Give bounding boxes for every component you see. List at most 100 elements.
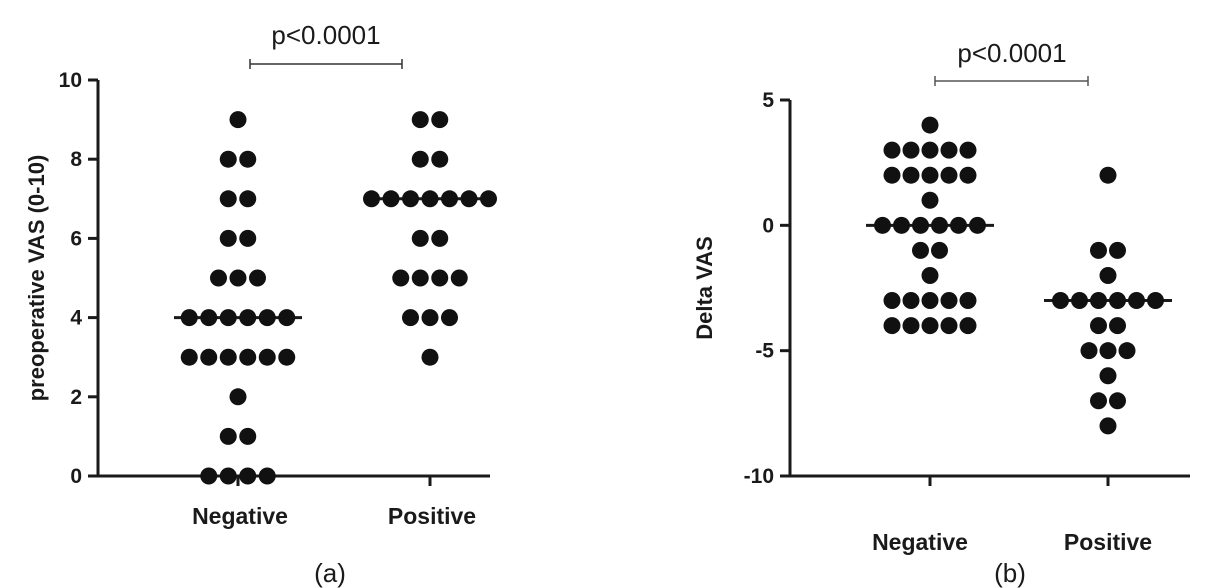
panel-b-point-negative xyxy=(931,216,948,234)
panel-a-y-tick-label: 4 xyxy=(70,307,82,330)
panel-a-y-axis-title: preoperative VAS (0-10) xyxy=(24,155,49,402)
panel-b-point-negative xyxy=(902,166,920,184)
panel-b-point-positive xyxy=(1090,241,1107,259)
panel-a-point-positive xyxy=(431,229,449,247)
panel-a-point-negative xyxy=(258,309,276,327)
panel-a-point-negative xyxy=(200,348,218,366)
panel-b-point-negative xyxy=(950,216,967,234)
panel-a-point-negative xyxy=(219,190,237,208)
panel-b-point-positive xyxy=(1071,292,1088,310)
panel-a-point-positive xyxy=(460,190,478,208)
panel-b-point-negative xyxy=(893,216,910,234)
panel-a-point-positive xyxy=(382,190,400,208)
panel-a-y-tick-label: 2 xyxy=(70,386,82,409)
panel-a-point-negative xyxy=(210,269,227,287)
panel-a-point-positive xyxy=(450,269,468,287)
panel-a-y-tick-label: 8 xyxy=(70,148,82,171)
panel-a-point-negative xyxy=(219,348,237,366)
panel-a-point-negative xyxy=(249,269,266,287)
panel-a-point-negative xyxy=(200,309,218,327)
panel-b-point-negative xyxy=(959,141,977,159)
panel-a-point-negative xyxy=(229,388,247,406)
panel-b-point-negative xyxy=(921,191,939,209)
panel-b-point-negative xyxy=(921,317,939,335)
panel-b-category-label-negative: Negative xyxy=(872,529,968,555)
panel-a-point-negative xyxy=(278,309,296,327)
panel-a-point-positive xyxy=(421,190,439,208)
panel-a-y-tick-label: 0 xyxy=(70,465,82,488)
panel-b-y-tick-label: 5 xyxy=(762,89,774,112)
panel-b-point-positive xyxy=(1109,292,1126,310)
panel-b-point-negative xyxy=(940,166,958,184)
panel-b-point-negative xyxy=(940,141,958,159)
panel-b-point-positive xyxy=(1090,317,1107,335)
panel-a-data-marks xyxy=(174,111,497,485)
panel-b-point-negative xyxy=(883,317,901,335)
panel-b-y-tick-label: -10 xyxy=(744,465,774,488)
panel-a-point-negative xyxy=(239,190,257,208)
panel-b-point-negative xyxy=(931,241,948,259)
panel-a-point-positive xyxy=(363,190,380,208)
panel-b-y-ticks: -10 -5 0 5 xyxy=(744,89,790,488)
panel-b-point-positive xyxy=(1109,241,1126,259)
panel-b-significance-label: p<0.0001 xyxy=(957,38,1066,68)
panel-a-point-positive xyxy=(411,229,429,247)
panel-a-point-positive xyxy=(421,348,439,366)
panel-b-point-negative xyxy=(883,141,901,159)
panel-a-point-negative xyxy=(239,348,257,366)
panel-a-point-negative xyxy=(219,427,237,445)
panel-b-point-positive xyxy=(1099,266,1117,284)
panel-a-point-positive xyxy=(441,190,458,208)
panel-b-point-positive xyxy=(1090,292,1107,310)
panel-a-y-ticks: 0 2 4 6 8 10 xyxy=(59,69,98,488)
panel-a-category-label-negative: Negative xyxy=(192,503,288,529)
panel-a-point-negative xyxy=(258,467,276,485)
panel-b-point-positive xyxy=(1118,342,1136,360)
panel-b-y-axis-title: Delta VAS xyxy=(692,236,717,340)
panel-b-point-negative xyxy=(969,216,986,234)
panel-b-label: (b) xyxy=(994,558,1026,588)
panel-b-point-negative xyxy=(959,166,977,184)
panel-a-point-negative xyxy=(278,348,296,366)
panel-b-point-negative xyxy=(959,317,977,335)
panel-a-category-label-positive: Positive xyxy=(388,503,476,529)
panel-b-point-positive xyxy=(1109,392,1126,410)
panel-a-point-negative xyxy=(219,150,237,168)
panel-b-point-negative xyxy=(921,141,939,159)
panel-b-point-positive xyxy=(1147,292,1164,310)
panel-b-point-negative xyxy=(921,116,939,134)
panel-a-point-positive xyxy=(441,309,458,327)
panel-b-point-negative xyxy=(921,292,939,310)
panel-a-point-negative xyxy=(258,348,276,366)
panel-b-point-negative xyxy=(883,166,901,184)
panel-a-point-negative xyxy=(219,467,237,485)
panel-a-y-tick-label: 6 xyxy=(70,227,82,250)
panel-b-point-positive xyxy=(1099,342,1117,360)
panel-a-point-positive xyxy=(402,309,419,327)
panel-a-y-tick-label: 10 xyxy=(59,69,82,92)
panel-a-point-positive xyxy=(402,190,419,208)
panel-b-point-positive xyxy=(1099,166,1117,184)
panel-b-point-negative xyxy=(921,266,939,284)
panel-a-point-negative xyxy=(219,229,237,247)
panel-b-data-marks xyxy=(866,116,1172,435)
panel-b-point-negative xyxy=(902,292,920,310)
panel-a-point-negative xyxy=(180,348,198,366)
panel-a-point-positive xyxy=(431,111,449,129)
panel-a-point-positive xyxy=(421,309,439,327)
panel-b-y-tick-label: -5 xyxy=(755,340,774,363)
panel-b-point-negative xyxy=(940,317,958,335)
panel-b-point-positive xyxy=(1090,392,1107,410)
panel-b-point-positive xyxy=(1099,367,1117,385)
panel-a-point-negative xyxy=(229,269,247,287)
panel-b-point-negative xyxy=(902,141,920,159)
panel-b-point-positive xyxy=(1109,317,1126,335)
panel-a-point-negative xyxy=(239,467,257,485)
panel-a-point-negative xyxy=(239,427,257,445)
panel-a-significance-label: p<0.0001 xyxy=(271,20,380,50)
panel-b-point-negative xyxy=(912,241,929,259)
panel-a-point-positive xyxy=(431,150,449,168)
panel-a-point-positive xyxy=(392,269,410,287)
panel-b-point-negative xyxy=(912,216,929,234)
